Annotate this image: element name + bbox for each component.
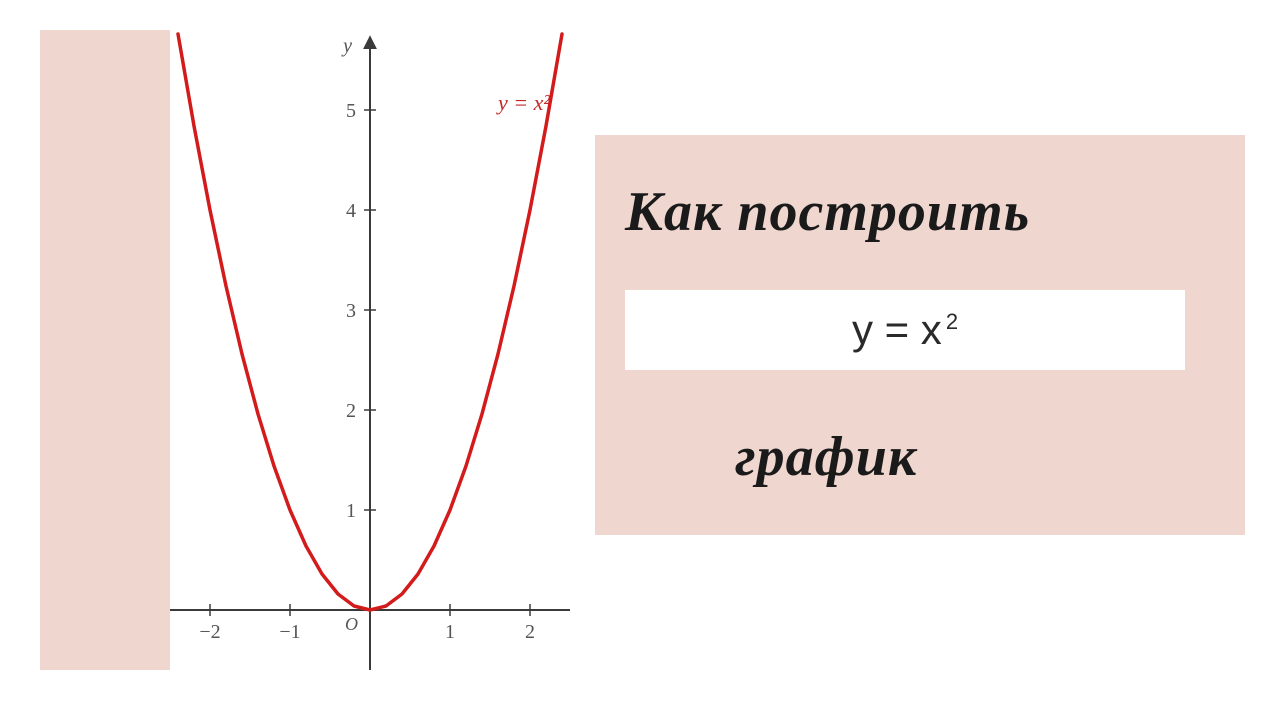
- title-line-2: график: [735, 425, 917, 489]
- svg-text:O: O: [345, 614, 358, 634]
- svg-text:−2: −2: [199, 621, 220, 643]
- svg-text:1: 1: [346, 500, 356, 522]
- chart-frame-left: [40, 30, 170, 670]
- svg-text:2: 2: [346, 400, 356, 422]
- parabola-chart: −2 −1 1 2 1 2 3 4 5 Oy y = x²: [170, 30, 570, 670]
- formula-base: y = x: [852, 306, 942, 353]
- svg-text:3: 3: [346, 300, 356, 322]
- svg-text:y = x²: y = x²: [496, 90, 550, 115]
- svg-text:4: 4: [346, 200, 356, 222]
- chart-panel: −2 −1 1 2 1 2 3 4 5 Oy y = x²: [40, 30, 570, 670]
- title-line-1: Как построить: [625, 180, 1030, 244]
- svg-text:−1: −1: [279, 621, 300, 643]
- svg-text:1: 1: [445, 621, 455, 643]
- svg-text:y: y: [341, 35, 352, 57]
- title-panel: Как построить y = x2 график: [595, 135, 1245, 535]
- formula-box: y = x2: [625, 290, 1185, 370]
- formula-text: y = x2: [852, 306, 958, 354]
- chart-plot-area: −2 −1 1 2 1 2 3 4 5 Oy y = x²: [170, 30, 570, 670]
- formula-exponent: 2: [946, 309, 958, 334]
- svg-text:2: 2: [525, 621, 535, 643]
- svg-text:5: 5: [346, 100, 356, 122]
